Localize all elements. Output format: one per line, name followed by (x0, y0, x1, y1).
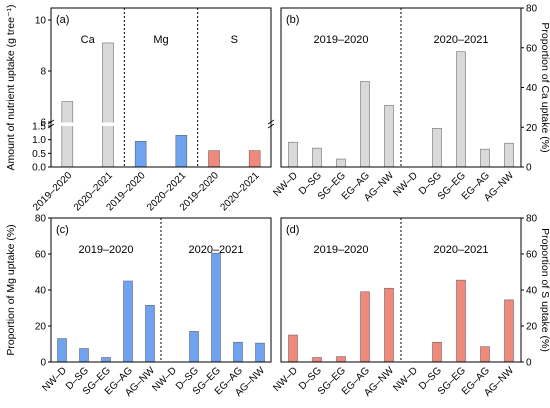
bar (175, 135, 188, 168)
y-tick-label: 40 (526, 83, 538, 94)
y-tick-label: 1.0 (32, 135, 46, 146)
axis-break-mark (269, 122, 275, 126)
y-tick-label: 10 (35, 16, 47, 27)
panel-label: (c) (56, 224, 69, 236)
bar (312, 357, 322, 363)
group-label: Ca (81, 34, 96, 46)
panel-a: 0.0 0.5 1.0 1.56 8 10 (a) Ca Mg S (32, 14, 275, 174)
bar (288, 334, 298, 363)
x-tick-label: NW–D (271, 170, 300, 199)
bar (288, 141, 298, 168)
y-tick-label: 20 (526, 322, 538, 333)
axis-break (45, 122, 275, 126)
x-tick-label: 2019–2020 (31, 170, 74, 213)
y-tick-label: 0 (526, 163, 532, 174)
y-tick-label: 6 (40, 118, 46, 129)
bar (336, 158, 346, 168)
panel-3: 0 20 40 60 80 (d) 2019–2020 2020–2021 (286, 214, 538, 369)
group-label: S (231, 34, 238, 46)
y-tick-label: 80 (526, 214, 538, 225)
bar (456, 51, 466, 168)
bar (255, 342, 265, 363)
bar (248, 150, 261, 168)
y-tick-label: 60 (526, 250, 538, 261)
x-tick-label: NW–D (391, 170, 420, 199)
bar (57, 338, 67, 363)
bar (312, 147, 322, 168)
x-tick-label: NW–D (40, 365, 69, 394)
bar (480, 148, 490, 168)
x-tick-label: NW–D (271, 365, 300, 394)
y-tick-label: 20 (526, 123, 538, 134)
panel-a-frame (50, 7, 272, 168)
x-tick-label: NW–D (150, 365, 179, 394)
y-axis-label: Proportion of Ca uptake (%) (539, 22, 550, 152)
y-tick-label: 80 (526, 4, 538, 15)
period-label: 2019–2020 (313, 244, 368, 256)
y-axis-label: Amount of nutrient uptake (g tree⁻¹) (5, 4, 17, 170)
bar (432, 127, 442, 168)
x-tick-label: NW–D (391, 365, 420, 394)
y-tick-label: 60 (35, 250, 47, 261)
period-label: 2019–2020 (78, 244, 133, 256)
panel-2: 0 20 40 60 80 (c) 2019–2020 2020–2021 (35, 214, 265, 369)
period-label: 2020–2021 (433, 244, 488, 256)
y-tick-label: 80 (35, 214, 47, 225)
bar (384, 105, 394, 168)
y-tick-label: 0.0 (32, 163, 46, 174)
x-tick-label: 2020–2021 (218, 170, 261, 213)
panel-label: (d) (286, 224, 299, 236)
y-tick-label: 8 (40, 67, 46, 78)
y-tick-label: 0 (40, 358, 46, 369)
bar (480, 346, 490, 363)
bar (456, 279, 466, 363)
panel-1: 0 20 40 60 80 (b) 2019–2020 2020–2021 (286, 4, 538, 174)
bar (101, 357, 111, 363)
bar (432, 341, 442, 363)
y-tick-label: 40 (526, 286, 538, 297)
bar (211, 252, 221, 363)
y-tick-label: 1.5 (32, 122, 46, 133)
y-tick-label: 20 (35, 322, 47, 333)
bar (189, 331, 199, 363)
bar (336, 356, 346, 363)
y-tick-label: 0.5 (32, 149, 46, 160)
bar (504, 299, 514, 363)
bar (233, 341, 243, 363)
bar (360, 81, 370, 168)
bar (79, 348, 89, 363)
bar (145, 305, 155, 363)
panel-label: (b) (286, 14, 299, 26)
bar (61, 101, 74, 168)
axis-break-mark (45, 122, 53, 126)
group-label: Mg (153, 34, 168, 46)
bar (208, 150, 220, 168)
period-label: 2019–2020 (313, 34, 368, 46)
bar (123, 280, 133, 363)
period-label: 2020–2021 (188, 244, 243, 256)
y-tick-label: 40 (35, 286, 47, 297)
bar (102, 42, 114, 168)
bar (360, 291, 370, 363)
y-axis-label: Proportion of S uptake (%) (539, 228, 550, 352)
bar (384, 287, 394, 363)
bar (134, 141, 147, 168)
y-axis-label: Proportion of Mg uptake (%) (5, 224, 17, 355)
panel-frame (280, 7, 522, 168)
y-tick-label: 60 (526, 43, 538, 54)
panel-label: (a) (56, 14, 69, 26)
y-tick-label: 0 (526, 358, 532, 369)
bar (504, 142, 514, 168)
period-label: 2020–2021 (433, 34, 488, 46)
